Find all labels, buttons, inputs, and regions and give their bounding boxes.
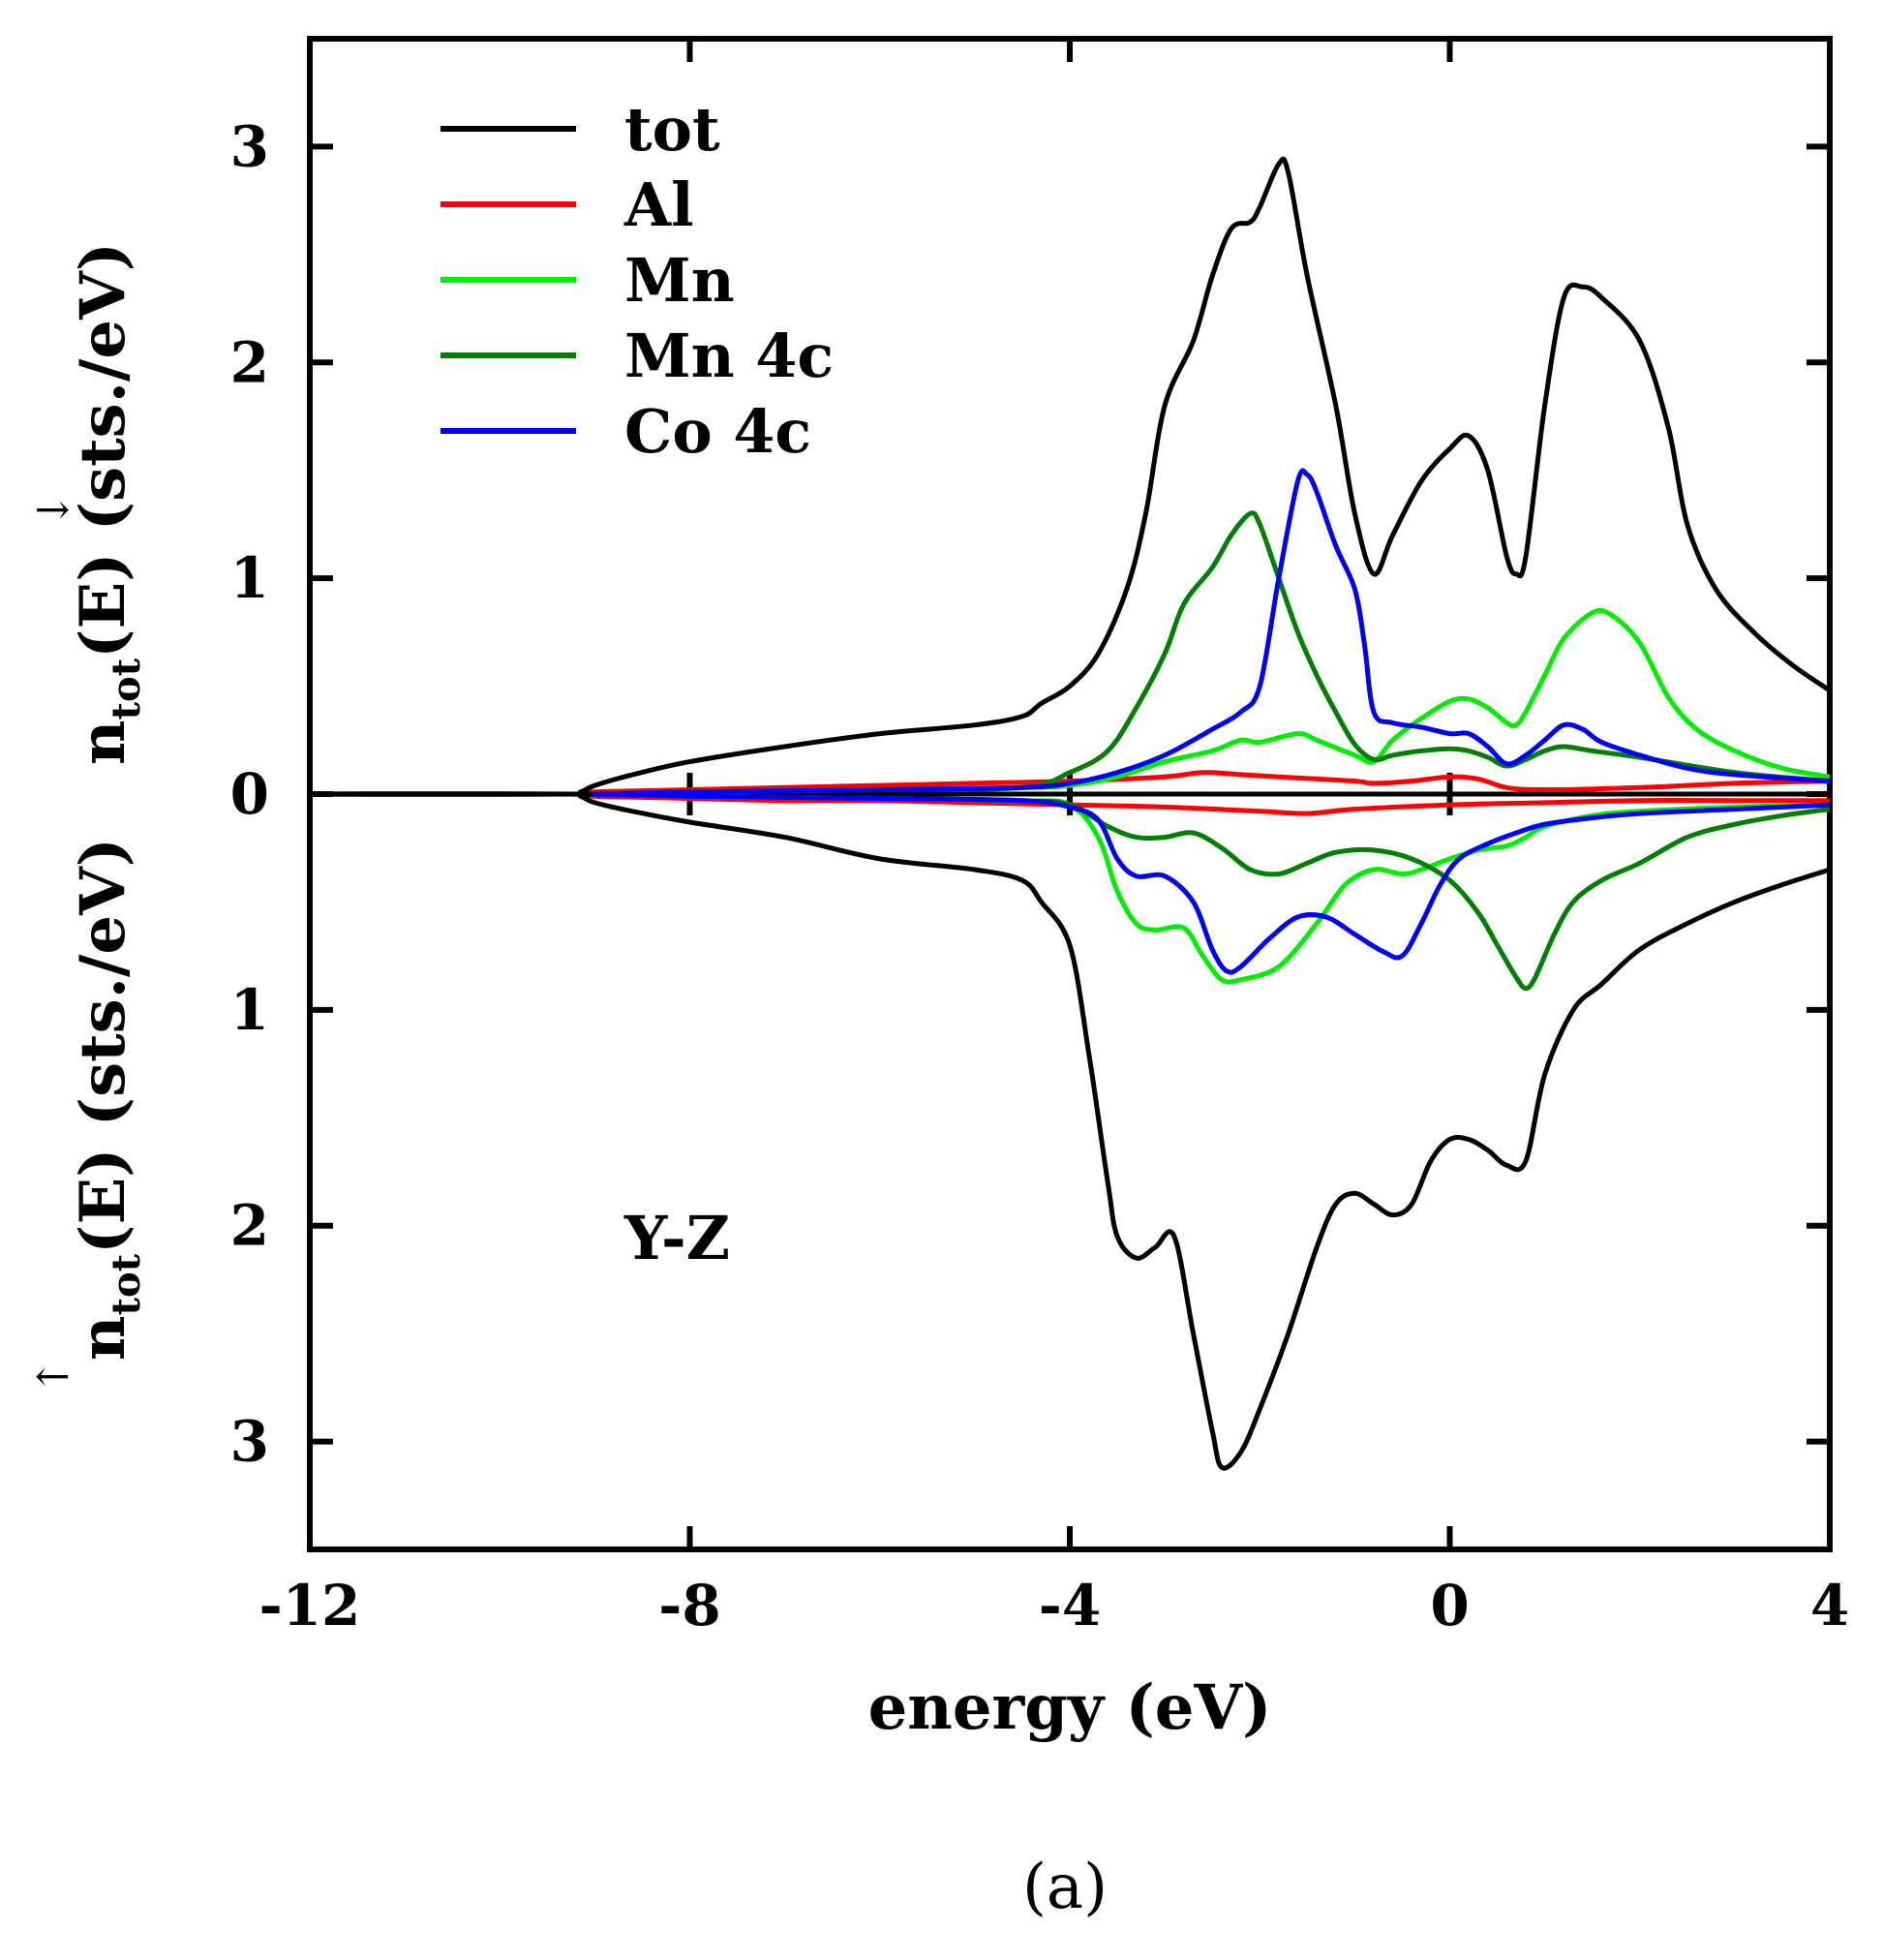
x-tick-label: -4 <box>1039 1573 1101 1638</box>
y-lower-sub: tot <box>104 1253 149 1315</box>
legend-label: tot <box>624 94 720 165</box>
series-mn-4c-upper <box>309 510 1831 797</box>
y-lower-rest: (E) (sts./eV) <box>67 838 139 1254</box>
y-lower-base: n <box>67 1315 139 1361</box>
y-upper-spin-arrow: ↓ <box>29 492 78 528</box>
annotation-label: Y-Z <box>623 1203 730 1273</box>
y-tick-label: 3 <box>230 1409 269 1475</box>
legend-label: Mn <box>624 245 735 316</box>
x-tick-label: -8 <box>658 1573 720 1638</box>
y-tick-label: 1 <box>230 545 269 611</box>
figure-caption: (a) <box>1022 1852 1108 1923</box>
axis-ticks: -12 -8 -4 0 4 3 2 1 0 1 2 3 <box>230 39 1849 1638</box>
series-mn-upper <box>309 607 1831 797</box>
x-tick-label: 0 <box>1430 1573 1469 1638</box>
y-tick-label: 2 <box>230 1193 269 1259</box>
y-tick-label: 3 <box>230 113 269 179</box>
y-upper-base: n <box>67 720 139 765</box>
series-mn-4c-lower <box>309 791 1831 992</box>
dos-curves <box>309 156 1832 1471</box>
series-tot-upper <box>309 156 1832 797</box>
y-tick-label: 2 <box>230 329 269 395</box>
legend-label: Co 4c <box>624 396 811 467</box>
x-tick-label: -12 <box>259 1573 361 1638</box>
y-upper-rest: (E) (sts./eV) <box>67 242 139 658</box>
y-lower-spin-arrow: ↑ <box>29 1359 78 1394</box>
series-co-4c-lower <box>309 791 1831 975</box>
x-axis-title: energy (eV) <box>868 1671 1272 1744</box>
y-axis-title-upper: ntot(E) (sts./eV) <box>67 242 149 765</box>
series-co-4c-upper <box>309 468 1831 797</box>
y-tick-label: 0 <box>230 761 269 827</box>
x-tick-label: 4 <box>1810 1573 1849 1638</box>
legend-label: Al <box>623 169 694 240</box>
y-upper-sub: tot <box>104 658 149 720</box>
y-axis-title-lower: ntot(E) (sts./eV) <box>67 838 149 1361</box>
legend-label: Mn 4c <box>624 321 834 391</box>
y-tick-label: 1 <box>230 977 269 1043</box>
series-tot-lower <box>309 791 1831 1471</box>
